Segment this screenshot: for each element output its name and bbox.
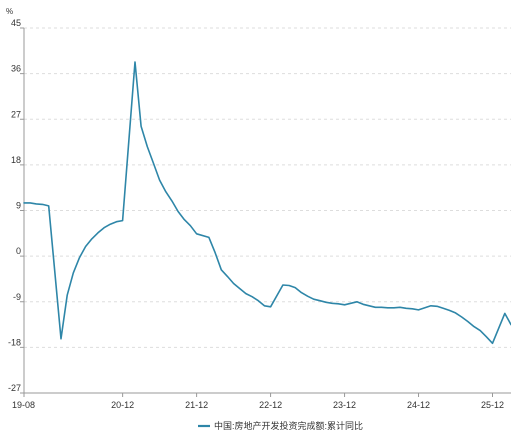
data-point <box>245 292 247 294</box>
y-tick-label: 0 <box>16 246 21 256</box>
y-tick-label: 27 <box>11 109 21 119</box>
x-tick-label: 24-12 <box>407 400 430 410</box>
data-point <box>325 301 327 303</box>
data-point <box>380 306 382 308</box>
data-point <box>337 303 339 305</box>
data-point <box>368 305 370 307</box>
y-axis-unit: % <box>6 7 13 16</box>
data-point <box>78 256 80 258</box>
data-point <box>263 305 265 307</box>
series-line <box>23 61 511 345</box>
legend: 中国:房地产开发投资完成额:累计同比 <box>198 420 363 431</box>
data-point <box>461 316 463 318</box>
data-point <box>306 295 308 297</box>
data-point <box>29 202 31 204</box>
y-tick-label: -27 <box>8 383 21 393</box>
data-point <box>103 227 105 229</box>
gridlines <box>24 27 511 348</box>
data-point <box>282 284 284 286</box>
data-point <box>467 320 469 322</box>
data-point <box>140 125 142 127</box>
data-point <box>300 291 302 293</box>
data-point <box>331 302 333 304</box>
data-point <box>448 309 450 311</box>
data-point <box>442 307 444 309</box>
x-tick-label: 19-08 <box>12 400 35 410</box>
data-point <box>134 61 136 63</box>
data-point <box>72 272 74 274</box>
data-point <box>387 307 389 309</box>
x-tick-label: 23-12 <box>333 400 356 410</box>
data-point <box>356 301 358 303</box>
data-point <box>183 218 185 220</box>
data-point <box>294 286 296 288</box>
data-point <box>479 329 481 331</box>
data-point <box>232 282 234 284</box>
data-point <box>343 304 345 306</box>
y-tick-label: 45 <box>11 18 21 28</box>
x-tick-label: 21-12 <box>185 400 208 410</box>
data-point <box>84 245 86 247</box>
data-point <box>214 251 216 253</box>
y-tick-label: -18 <box>8 337 21 347</box>
data-point <box>109 223 111 225</box>
data-point <box>257 300 259 302</box>
data-point <box>405 307 407 309</box>
data-point <box>146 145 148 147</box>
x-tick-label: 25-12 <box>481 400 504 410</box>
data-point <box>269 306 271 308</box>
data-point <box>374 306 376 308</box>
data-point <box>313 298 315 300</box>
data-point <box>158 179 160 181</box>
data-point <box>473 325 475 327</box>
data-point <box>35 203 37 205</box>
data-point <box>165 191 167 193</box>
data-point <box>60 338 62 340</box>
y-tick-label: -9 <box>13 292 21 302</box>
data-point <box>417 309 419 311</box>
x-axis-ticks: 19-08 20-12 21-12 22-12 23-12 24-12 25-12 <box>12 393 504 410</box>
data-point <box>239 287 241 289</box>
legend-label: 中国:房地产开发投资完成额:累计同比 <box>214 420 363 431</box>
data-point <box>208 236 210 238</box>
data-point <box>251 296 253 298</box>
data-point <box>171 200 173 202</box>
data-point <box>393 307 395 309</box>
data-point <box>41 203 43 205</box>
y-tick-label: 9 <box>16 201 21 211</box>
data-point <box>48 205 50 207</box>
data-point <box>491 342 493 344</box>
data-point <box>97 232 99 234</box>
data-point <box>115 221 117 223</box>
data-point <box>23 202 25 204</box>
data-point <box>485 336 487 338</box>
data-point <box>319 300 321 302</box>
y-tick-label: 18 <box>11 155 21 165</box>
data-point <box>399 306 401 308</box>
data-point <box>288 284 290 286</box>
data-point <box>220 269 222 271</box>
data-point <box>177 210 179 212</box>
data-point <box>152 162 154 164</box>
x-tick-label: 22-12 <box>259 400 282 410</box>
data-point <box>411 308 413 310</box>
data-point <box>430 305 432 307</box>
data-point <box>195 233 197 235</box>
y-tick-label: 36 <box>11 64 21 74</box>
x-tick-label: 20-12 <box>111 400 134 410</box>
data-point <box>436 305 438 307</box>
data-point <box>121 219 123 221</box>
data-point <box>454 312 456 314</box>
data-point <box>504 312 506 314</box>
y-axis-ticks: 45 36 27 18 9 0 -9 -18 -27 <box>8 18 24 394</box>
data-point <box>362 303 364 305</box>
data-point <box>66 294 68 296</box>
data-point <box>91 238 93 240</box>
data-point <box>189 225 191 227</box>
data-point <box>226 275 228 277</box>
